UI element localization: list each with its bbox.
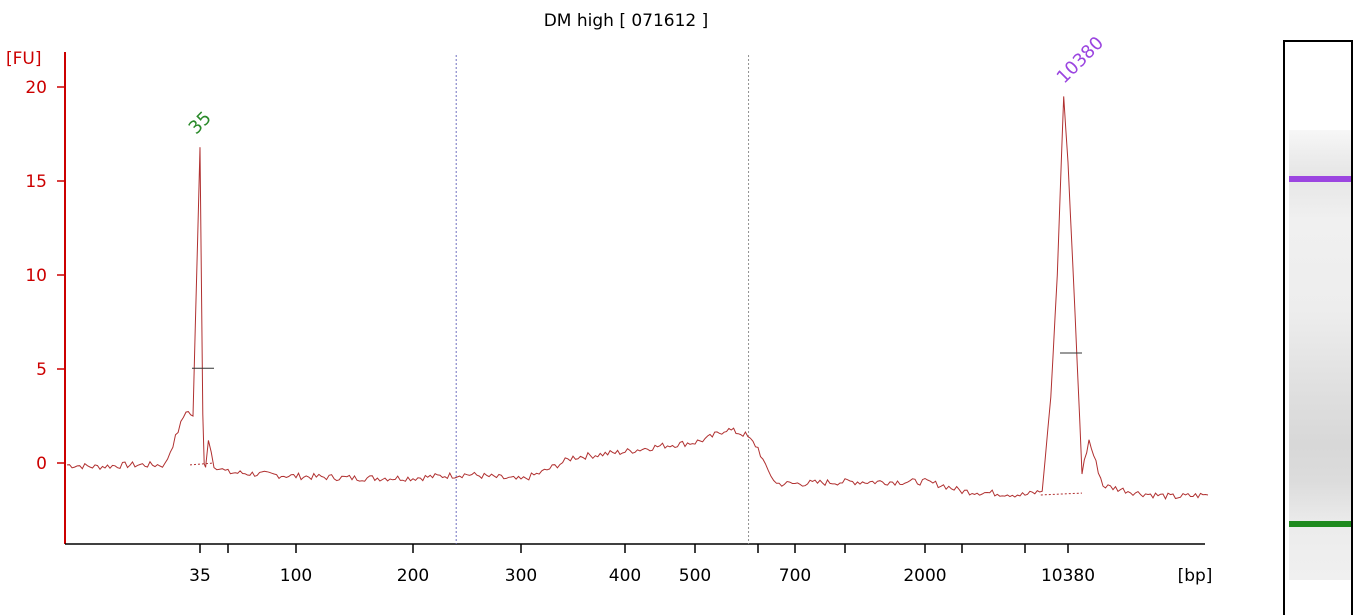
y-tick-label: 0 [36, 454, 47, 474]
y-tick-label: 10 [25, 266, 47, 286]
y-axis-label: [FU] [6, 49, 42, 69]
data-series-line [66, 96, 1209, 500]
x-tick-label: 10380 [1041, 566, 1095, 586]
x-tick-label: 100 [280, 566, 312, 586]
peak-label: 10380 [1053, 33, 1108, 88]
x-axis-label: [bp] [1178, 566, 1213, 586]
x-tick-label: 500 [679, 566, 711, 586]
chart-title: DM high [ 071612 ] [544, 11, 709, 31]
y-tick-label: 20 [25, 78, 47, 98]
x-tick-label: 2000 [903, 566, 946, 586]
peak-baseline [1040, 492, 1083, 496]
y-tick-label: 15 [25, 172, 47, 192]
x-tick-label: 35 [189, 566, 211, 586]
y-tick-label: 5 [36, 360, 47, 380]
gel-image [1283, 40, 1353, 615]
x-tick-label: 300 [505, 566, 537, 586]
peak-label: 35 [185, 108, 216, 139]
gel-lane [1289, 130, 1351, 580]
x-tick-label: 700 [779, 566, 811, 586]
x-tick-label: 400 [609, 566, 641, 586]
upper-marker-band [1289, 176, 1351, 182]
x-tick-label: 200 [397, 566, 429, 586]
lower-marker-band [1289, 521, 1351, 527]
peak-baseline [189, 462, 215, 466]
